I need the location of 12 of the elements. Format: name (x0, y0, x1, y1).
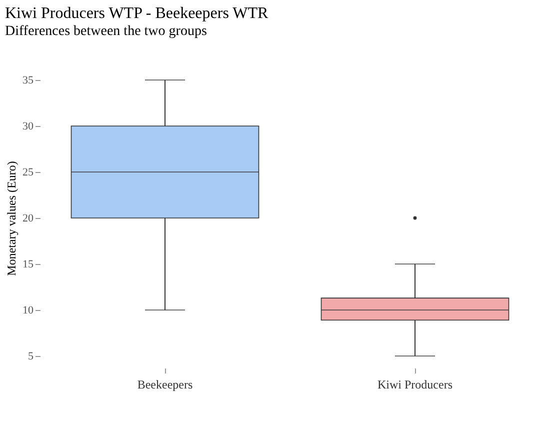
x-tick-label: Beekeepers (137, 378, 193, 392)
y-tick-label: 5 (28, 350, 34, 362)
x-tick-label: Kiwi Producers (378, 378, 453, 392)
y-axis-title: Monetary values (Euro) (4, 161, 18, 276)
chart-title: Kiwi Producers WTP - Beekeepers WTR (5, 5, 269, 22)
y-tick-label: 20 (22, 212, 34, 224)
y-tick-label: 35 (22, 74, 34, 86)
y-tick-label: 10 (22, 304, 34, 316)
y-tick-label: 30 (22, 120, 34, 132)
y-tick-label: 15 (22, 258, 34, 270)
y-tick-label: 25 (22, 166, 34, 178)
chart-subtitle: Differences between the two groups (5, 24, 207, 39)
